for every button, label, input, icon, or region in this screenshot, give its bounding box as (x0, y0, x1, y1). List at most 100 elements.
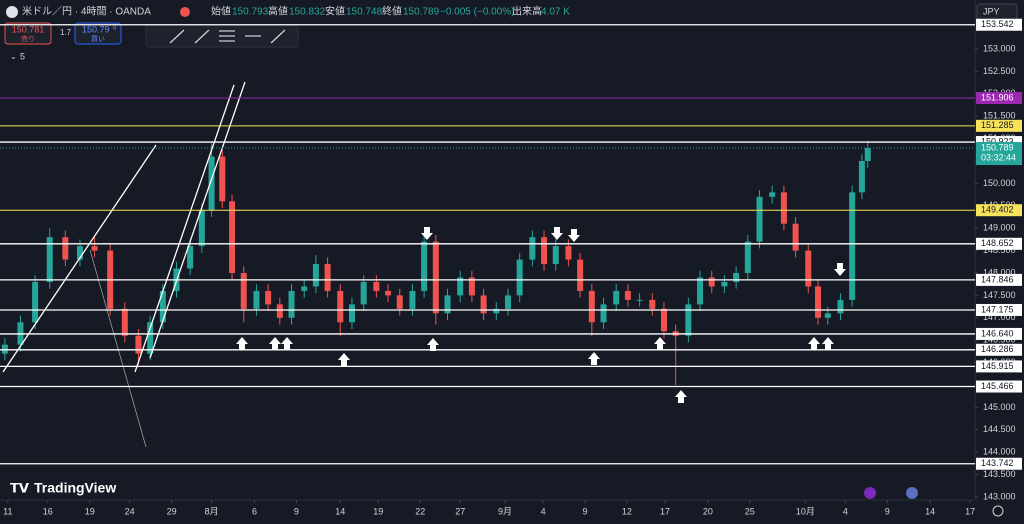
candle-body (660, 308, 667, 332)
candle-body (858, 161, 865, 193)
current-price-bg (976, 142, 1022, 166)
y-tick-label: 153.000 (983, 43, 1016, 53)
candle-body (348, 304, 355, 323)
candle-body (76, 246, 83, 260)
symbol[interactable]: 米ドル／円 · 4時間 · OANDA (22, 5, 151, 18)
buy-price[interactable]: 150.79 (82, 24, 110, 34)
level-label-bg (976, 327, 1022, 340)
ohlc-label: 安値 (325, 5, 345, 18)
candle-body (409, 290, 416, 309)
candle-body (337, 290, 344, 323)
level-label: 150.923 (981, 136, 1014, 146)
level-label-bg (976, 360, 1022, 373)
y-tick-label: 150.000 (983, 178, 1016, 188)
sell-box[interactable] (4, 22, 52, 45)
x-tick-label: 9 (294, 506, 299, 516)
candle-body (135, 335, 142, 354)
candle-body (62, 237, 69, 260)
candle-body (805, 250, 812, 287)
tool[interactable] (270, 29, 286, 44)
tool[interactable] (169, 29, 185, 44)
event-icon[interactable] (864, 487, 876, 499)
x-tick-label: 14 (925, 506, 935, 516)
candle-body (708, 277, 715, 287)
settings-icon[interactable] (992, 505, 1004, 517)
candle-body (396, 295, 403, 309)
candle-body (780, 192, 787, 224)
y-tick-label: 148.000 (983, 267, 1016, 277)
level-label-bg (976, 273, 1022, 286)
level-label-bg (976, 18, 1022, 31)
x-tick-label: 16 (43, 506, 53, 516)
indicator-count[interactable]: 5 (20, 51, 25, 61)
x-tick-label: 20 (703, 506, 713, 516)
y-tick-label: 152.500 (983, 66, 1016, 76)
level-label-bg (976, 457, 1022, 470)
x-tick-label: 8月 (205, 506, 219, 516)
candle-body (600, 304, 607, 323)
x-tick-label: 10月 (796, 506, 815, 516)
level-label-bg (976, 303, 1022, 316)
y-tick-label: 143.000 (983, 491, 1016, 501)
candle-body (733, 273, 740, 282)
tool[interactable] (194, 29, 210, 44)
trend-line (134, 84, 235, 373)
level-label: 148.652 (981, 238, 1014, 248)
x-tick-label: 19 (85, 506, 95, 516)
level-label-bg (976, 343, 1022, 356)
chevron[interactable]: ⌄ (10, 52, 17, 61)
candle-body (516, 259, 523, 296)
level-label: 146.286 (981, 344, 1014, 354)
candle-body (744, 241, 751, 274)
candle-body (577, 259, 584, 291)
candle-body (121, 308, 128, 336)
candle-body (824, 313, 831, 318)
sell-price[interactable]: 150.781 (12, 24, 45, 34)
candle-body (864, 148, 871, 162)
candle-body (198, 210, 205, 247)
currency[interactable]: JPY (983, 6, 1000, 16)
y-tick-label: 147.500 (983, 290, 1016, 300)
level-label-bg (976, 204, 1022, 217)
candle-body (756, 196, 763, 242)
buy-button[interactable]: 150.79 8 買い (74, 22, 122, 45)
sell-label[interactable]: 売り (21, 34, 35, 43)
candle-body (649, 299, 656, 309)
candle-body (480, 295, 487, 314)
event-icon[interactable] (906, 487, 918, 499)
buy-label[interactable]: 買い (91, 35, 105, 43)
drawing-toolbar[interactable] (145, 24, 299, 48)
y-tick-label: 144.000 (983, 447, 1016, 457)
candle-body (373, 281, 380, 291)
candle-body (529, 237, 536, 260)
candle-body (421, 241, 428, 291)
candle-body (187, 246, 194, 269)
x-tick-label: 9 (885, 506, 890, 516)
y-tick-label: 144.500 (983, 424, 1016, 434)
x-tick-label: 6 (252, 506, 257, 516)
level-label: 143.742 (981, 458, 1014, 468)
change: −0.005 (−0.00%) (440, 7, 515, 18)
candle-body (432, 241, 439, 314)
ohlc-label: 終値 (382, 5, 402, 18)
candle-body (229, 201, 236, 274)
level-label: 151.285 (981, 120, 1014, 130)
candle-body (792, 223, 799, 251)
ohlc-value: 150.789 (403, 7, 440, 18)
level-label-bg (976, 92, 1022, 105)
sell-button[interactable]: 150.781 売り (4, 22, 52, 45)
y-tick-label: 147.000 (983, 312, 1016, 322)
x-tick-label: 4 (541, 506, 546, 516)
candle-body (32, 281, 39, 323)
candle-body (685, 304, 692, 336)
buy-box[interactable] (74, 22, 122, 45)
candle-body (312, 264, 319, 287)
candle-body (624, 290, 631, 300)
x-tick-label: 11 (3, 506, 12, 516)
candle-body (721, 281, 728, 287)
level-label: 147.175 (981, 304, 1014, 314)
buy-digit[interactable]: 8 (113, 26, 117, 32)
ohlc-value: 150.748 (346, 7, 383, 18)
